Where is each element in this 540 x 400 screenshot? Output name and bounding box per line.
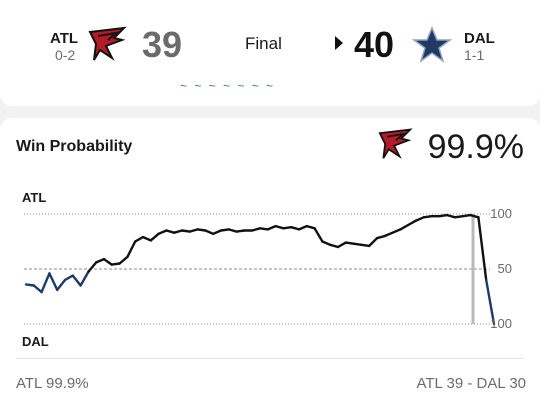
win-probability-line-segment <box>204 229 215 235</box>
win-probability-line-segment <box>110 262 121 266</box>
win-probability-line-segment <box>32 284 43 294</box>
win-probability-line-segment <box>258 227 269 231</box>
footer-score: ATL 39 - DAL 30 <box>416 375 527 392</box>
win-probability-line-group <box>24 213 496 326</box>
win-probability-line-segment <box>188 228 199 233</box>
away-score: 39 <box>142 24 183 65</box>
home-team-record: 1-1 <box>464 47 485 63</box>
win-probability-line-segment <box>165 229 176 234</box>
win-probability-line-segment <box>118 255 129 265</box>
falcons-logo-icon <box>378 128 413 160</box>
scoreboard: ATL 0-2 39 Final 40 DAL 1-1 ~ ~ ~ ~ ~ ~ … <box>0 0 540 106</box>
win-probability-line-segment <box>172 229 184 234</box>
win-probability-line-segment <box>40 272 51 294</box>
away-team-abbr[interactable]: ATL <box>50 30 79 47</box>
win-probability-line-segment <box>79 270 90 287</box>
win-probability-line-segment <box>227 228 238 233</box>
win-probability-line-segment <box>282 226 293 230</box>
y-tick-label: 50 <box>498 261 512 276</box>
win-probability-line-segment <box>446 213 457 219</box>
win-probability-card: Win Probability 99.9% ATL 100 50 100 DAL… <box>0 118 540 400</box>
win-probability-chart[interactable]: 100 50 100 <box>0 198 540 358</box>
win-probability-line-segment <box>438 213 449 218</box>
win-probability-line-segment <box>180 229 192 233</box>
win-probability-line-segment <box>266 224 277 231</box>
win-probability-line-segment <box>71 274 82 287</box>
win-probability-line-segment <box>126 240 137 259</box>
win-probability-line-segment <box>297 224 308 231</box>
win-probability-line-segment <box>422 215 433 219</box>
falcons-logo-icon[interactable] <box>86 24 128 62</box>
win-probability-line-segment <box>102 257 114 266</box>
win-probability-line-segment <box>321 240 332 246</box>
y-tick-label: 100 <box>490 206 512 221</box>
win-probability-line-segment <box>87 261 98 273</box>
chart-top-team-label: ATL <box>22 190 47 205</box>
chart-bottom-team-label: DAL <box>22 334 49 349</box>
footer-probability: ATL 99.9% <box>16 375 89 392</box>
win-probability-title: Win Probability <box>16 138 133 155</box>
win-probability-line-segment <box>453 215 464 219</box>
leader-probability: 99.9% <box>427 128 524 166</box>
win-probability-line-segment <box>149 232 160 242</box>
win-probability-line-segment <box>94 257 106 264</box>
win-probability-line-segment <box>305 224 316 230</box>
win-probability-line-segment <box>352 242 363 246</box>
win-probability-line-segment <box>56 278 67 292</box>
win-probability-line-segment <box>290 226 301 231</box>
win-probability-line-segment <box>157 229 168 235</box>
win-probability-line-segment <box>141 235 153 242</box>
win-probability-line-segment <box>368 237 379 248</box>
win-probability-line-segment <box>196 228 207 232</box>
win-probability-line-segment <box>211 229 223 235</box>
win-probability-line-segment <box>63 274 75 282</box>
win-probability-line-segment <box>329 243 340 249</box>
win-probability-line-segment <box>344 241 355 245</box>
win-probability-line-segment <box>360 243 371 248</box>
win-probability-line-segment <box>407 219 418 227</box>
away-team-record: 0-2 <box>55 47 76 63</box>
win-probability-line-segment <box>250 227 262 232</box>
win-probability-line-segment <box>219 228 231 232</box>
win-probability-line-segment <box>391 228 402 234</box>
win-probability-line-segment <box>477 216 488 282</box>
win-probability-line-segment <box>399 223 410 231</box>
win-probability-line-segment <box>235 229 246 233</box>
win-probability-line-segment <box>313 227 324 243</box>
win-probability-line-segment <box>274 224 285 230</box>
win-probability-line-segment <box>485 278 496 326</box>
win-probability-line-segment <box>336 241 347 249</box>
home-score: 40 <box>354 24 395 65</box>
y-tick-label: 100 <box>490 316 512 331</box>
win-probability-line-segment <box>48 272 59 292</box>
win-probability-line-segment <box>414 216 425 222</box>
win-probability-line-segment <box>24 283 35 287</box>
game-status: Final <box>245 34 282 53</box>
win-probability-line-segment <box>375 234 386 240</box>
win-probability-line-segment <box>469 213 480 219</box>
divider <box>16 358 524 359</box>
cowboys-star-icon[interactable] <box>412 26 452 64</box>
play-arrow-icon <box>335 36 343 50</box>
home-team-abbr[interactable]: DAL <box>464 30 495 47</box>
win-probability-line-segment <box>133 235 145 243</box>
scrolled-content-peek: ~ ~ ~ ~ ~ ~ ~ <box>180 84 360 90</box>
win-probability-line-segment <box>383 231 394 238</box>
win-probability-line-segment <box>461 213 472 218</box>
